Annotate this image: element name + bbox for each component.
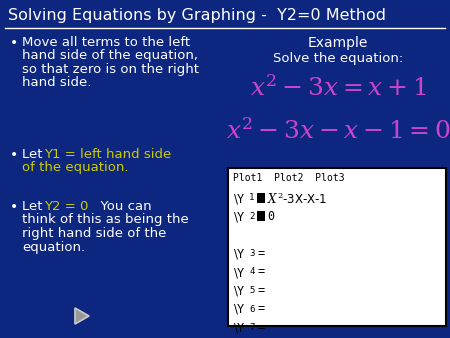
FancyBboxPatch shape [228,168,446,326]
Text: Solving Equations by Graphing -  Y2=0 Method: Solving Equations by Graphing - Y2=0 Met… [8,8,386,23]
Text: $\backslash$Y: $\backslash$Y [233,321,246,335]
Text: 7: 7 [249,323,254,332]
Bar [257,211,265,221]
Text: Let: Let [22,200,47,213]
Text: 2: 2 [249,212,254,221]
Text: Move all terms to the left: Move all terms to the left [22,36,190,49]
Text: $\backslash$Y: $\backslash$Y [233,210,246,224]
Text: of the equation.: of the equation. [22,162,129,174]
Text: $\backslash$Y: $\backslash$Y [233,247,246,261]
Text: 4: 4 [249,267,254,276]
Text: hand side.: hand side. [22,76,91,90]
Text: •: • [10,36,18,50]
Text: =: = [257,303,264,315]
Text: =: = [257,321,264,334]
Text: 5: 5 [249,286,254,295]
Text: 3: 3 [249,249,254,258]
Text: think of this as being the: think of this as being the [22,214,189,226]
Text: •: • [10,148,18,162]
Bar [257,193,265,202]
Text: =: = [257,284,264,297]
Text: =: = [257,266,264,279]
Text: 0: 0 [267,210,274,223]
Text: 1: 1 [249,193,254,202]
Text: hand side of the equation,: hand side of the equation, [22,49,198,63]
Text: Y2 = 0: Y2 = 0 [44,200,88,213]
Text: Let: Let [22,148,47,161]
Text: Y1 = left hand side: Y1 = left hand side [44,148,171,161]
Text: 6: 6 [249,305,254,314]
Text: $X^2$-3X-X-1: $X^2$-3X-X-1 [267,192,327,208]
Text: Solve the equation:: Solve the equation: [273,52,403,65]
Text: Example: Example [308,36,368,50]
Text: •: • [10,200,18,214]
Text: equation.: equation. [22,241,85,254]
Text: $\backslash$Y: $\backslash$Y [233,284,246,298]
Text: Plot1  Plot2  Plot3: Plot1 Plot2 Plot3 [233,173,345,183]
Text: =: = [257,247,264,260]
Text: $\backslash$Y: $\backslash$Y [233,303,246,316]
Text: so that zero is on the right: so that zero is on the right [22,63,199,76]
Polygon shape [75,308,89,324]
Text: $x^{2}-3x=x+1$: $x^{2}-3x=x+1$ [250,75,426,101]
Text: $x^{2}-3x-x-1=0$: $x^{2}-3x-x-1=0$ [225,118,450,144]
Text: right hand side of the: right hand side of the [22,227,167,240]
Text: $\backslash$Y: $\backslash$Y [233,266,246,280]
Text: $\backslash$Y: $\backslash$Y [233,192,246,206]
Text: You can: You can [92,200,152,213]
